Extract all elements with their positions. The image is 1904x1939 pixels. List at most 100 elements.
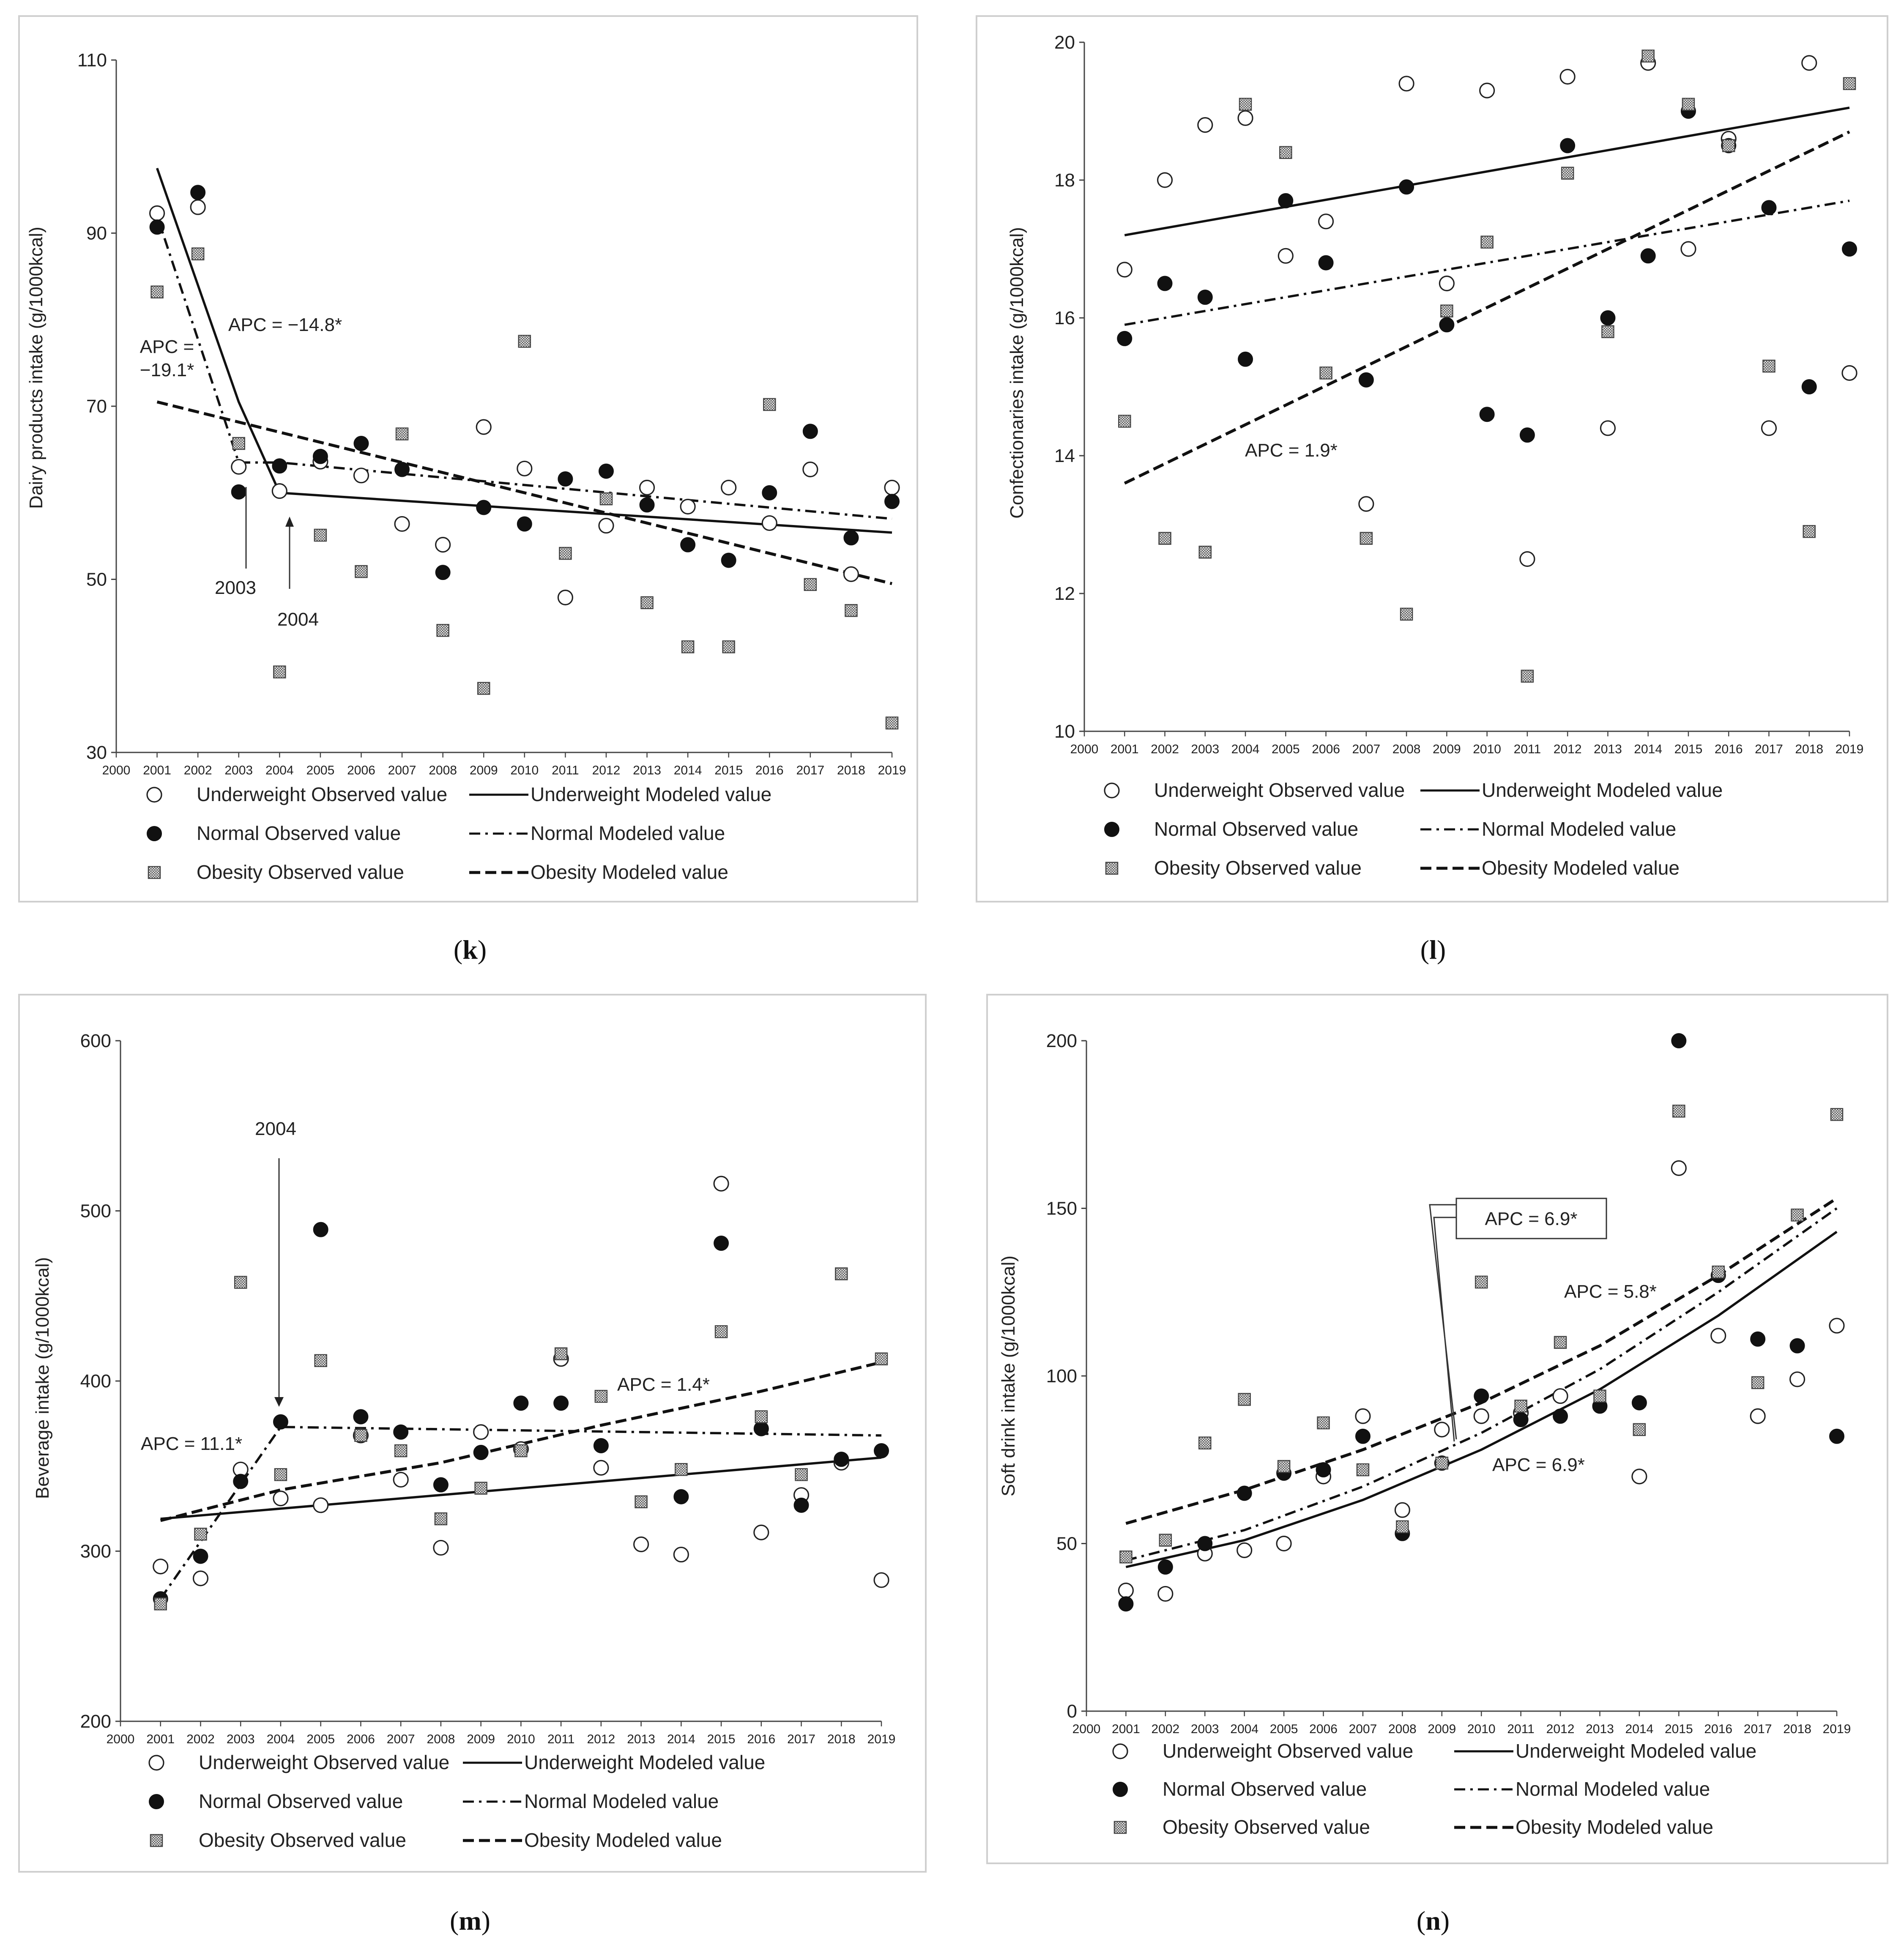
point-normal-observed: [1761, 200, 1777, 216]
legend-label-uw_obs: Underweight Observed value: [199, 1751, 449, 1773]
legend-label-n_obs: Normal Observed value: [199, 1790, 403, 1812]
point-normal-observed: [834, 1452, 849, 1467]
point-obesity-observed: [355, 565, 368, 578]
y-tick-label: 400: [80, 1371, 111, 1392]
panel-label-l: (l): [1420, 935, 1446, 965]
legend-label-ob_mod: Obesity Modeled value: [1516, 1816, 1713, 1838]
x-tick-label: 2008: [427, 1732, 455, 1746]
point-obesity-observed: [594, 1389, 608, 1403]
x-tick-label: 2009: [1433, 742, 1461, 756]
x-tick-label: 2013: [633, 763, 661, 777]
apc-label: APC = 6.9*: [1492, 1455, 1585, 1475]
legend-label-n_obs: Normal Observed value: [1154, 818, 1358, 840]
chart-panel-dairy: 30 50 70 90 110 2000 2001 2002 2003 2004 2005 2006 2…: [18, 15, 918, 902]
point-normal-observed: [1399, 179, 1414, 195]
point-obesity-observed: [232, 437, 245, 450]
point-obesity-observed: [1722, 139, 1735, 152]
x-tick-label: 2010: [1473, 742, 1501, 756]
point-obesity-observed: [1319, 366, 1332, 380]
legend-label-uw_mod: Underweight Modeled value: [1482, 779, 1723, 801]
point-underweight-observed: [1394, 1502, 1410, 1518]
y-tick-label: 18: [1054, 170, 1075, 191]
point-obesity-observed: [1239, 98, 1252, 111]
legend-label-uw_mod: Underweight Modeled value: [1516, 1740, 1756, 1762]
x-tick-label: 2016: [747, 1732, 775, 1746]
y-tick-label: 300: [80, 1541, 111, 1562]
point-normal-observed: [1513, 1412, 1529, 1428]
point-obesity-observed: [1791, 1209, 1804, 1222]
legend-label-ob_obs: Obesity Observed value: [199, 1829, 406, 1851]
y-tick-label: 200: [80, 1711, 111, 1732]
x-tick-label: 2015: [714, 763, 743, 777]
point-normal-observed: [1197, 1536, 1213, 1551]
point-obesity-observed: [835, 1267, 848, 1280]
callout-pointer: [1433, 1217, 1456, 1442]
apc-label: APC = −14.8*: [228, 315, 342, 335]
x-tick-label: 2005: [1270, 1722, 1298, 1736]
point-underweight-observed: [1237, 110, 1253, 126]
point-normal-observed: [1474, 1388, 1489, 1404]
point-normal-observed: [553, 1395, 569, 1411]
point-underweight-observed: [1473, 1408, 1489, 1424]
point-normal-observed: [1553, 1408, 1568, 1424]
point-normal-observed: [593, 1438, 609, 1453]
point-obesity-observed: [875, 1352, 888, 1365]
chart-frame: [976, 15, 1888, 902]
modeled-line-underweight: [1124, 107, 1850, 237]
x-tick-label: 2018: [837, 763, 865, 777]
x-tick-label: 2004: [1231, 742, 1260, 756]
point-underweight-observed: [192, 1570, 209, 1586]
x-tick-label: 2001: [1112, 1722, 1140, 1736]
point-obesity-observed: [1682, 98, 1695, 111]
apc-label: APC = 1.4*: [617, 1374, 710, 1395]
point-normal-observed: [1640, 248, 1656, 264]
point-obesity-observed: [763, 398, 776, 411]
point-underweight-observed: [1116, 262, 1133, 278]
legend-label-ob_mod: Obesity Modeled value: [1482, 857, 1680, 879]
point-obesity-observed: [191, 247, 205, 260]
x-tick-label: 2011: [552, 763, 579, 777]
point-underweight-observed: [273, 1490, 289, 1507]
point-underweight-observed: [1157, 1586, 1174, 1602]
point-obesity-observed: [314, 1354, 327, 1367]
point-underweight-observed: [1801, 55, 1817, 71]
legend: Underweight Observed value Underweight Mo…: [146, 783, 771, 883]
y-tick-label: 70: [86, 396, 107, 417]
point-obesity-observed: [1279, 146, 1292, 159]
point-underweight-observed: [149, 205, 165, 222]
y-tick-label: 500: [80, 1201, 111, 1222]
point-obesity-observed: [150, 285, 164, 298]
modeled-line-obesity: [1124, 130, 1850, 485]
x-tick-label: 2010: [510, 763, 539, 777]
point-normal-observed: [149, 219, 165, 235]
y-tick-label: 100: [1046, 1366, 1077, 1387]
y-axis-title: Soft drink intake (g/1000kcal): [998, 1255, 1019, 1496]
point-obesity-observed: [1554, 1336, 1567, 1349]
point-obesity-observed: [274, 1468, 287, 1481]
legend-label-n_obs: Normal Observed value: [197, 822, 401, 844]
point-normal-observed: [714, 1235, 729, 1251]
point-normal-observed: [190, 185, 206, 200]
point-underweight-observed: [1355, 1408, 1371, 1424]
x-tick-label: 2012: [1554, 742, 1582, 756]
point-normal-observed: [394, 462, 410, 477]
x-tick-label: 2014: [1625, 1722, 1654, 1736]
chart-panel-soft-drink: 0 50 100 150 200 2000 2001 2002 2003 2004 2005 2006…: [986, 994, 1888, 1864]
modeled-line-normal: [156, 215, 892, 520]
point-underweight-observed: [433, 1540, 449, 1556]
legend-label-ob_obs: Obesity Observed value: [1163, 1816, 1370, 1838]
point-normal-observed: [313, 1222, 328, 1237]
point-underweight-observed: [1600, 420, 1616, 436]
point-underweight-observed: [1398, 76, 1414, 92]
x-tick-label: 2011: [1514, 742, 1541, 756]
x-tick-label: 2016: [1715, 742, 1743, 756]
point-normal-observed: [1789, 1338, 1805, 1354]
y-tick-label: 30: [86, 742, 107, 763]
point-underweight-observed: [1710, 1328, 1726, 1344]
modeled-line-underweight: [1125, 1231, 1838, 1568]
point-normal-observed: [1519, 427, 1535, 443]
x-tick-label: 2008: [1392, 742, 1421, 756]
point-normal-observed: [312, 449, 328, 464]
legend: Underweight Observed value Underweight Mo…: [1104, 779, 1723, 879]
